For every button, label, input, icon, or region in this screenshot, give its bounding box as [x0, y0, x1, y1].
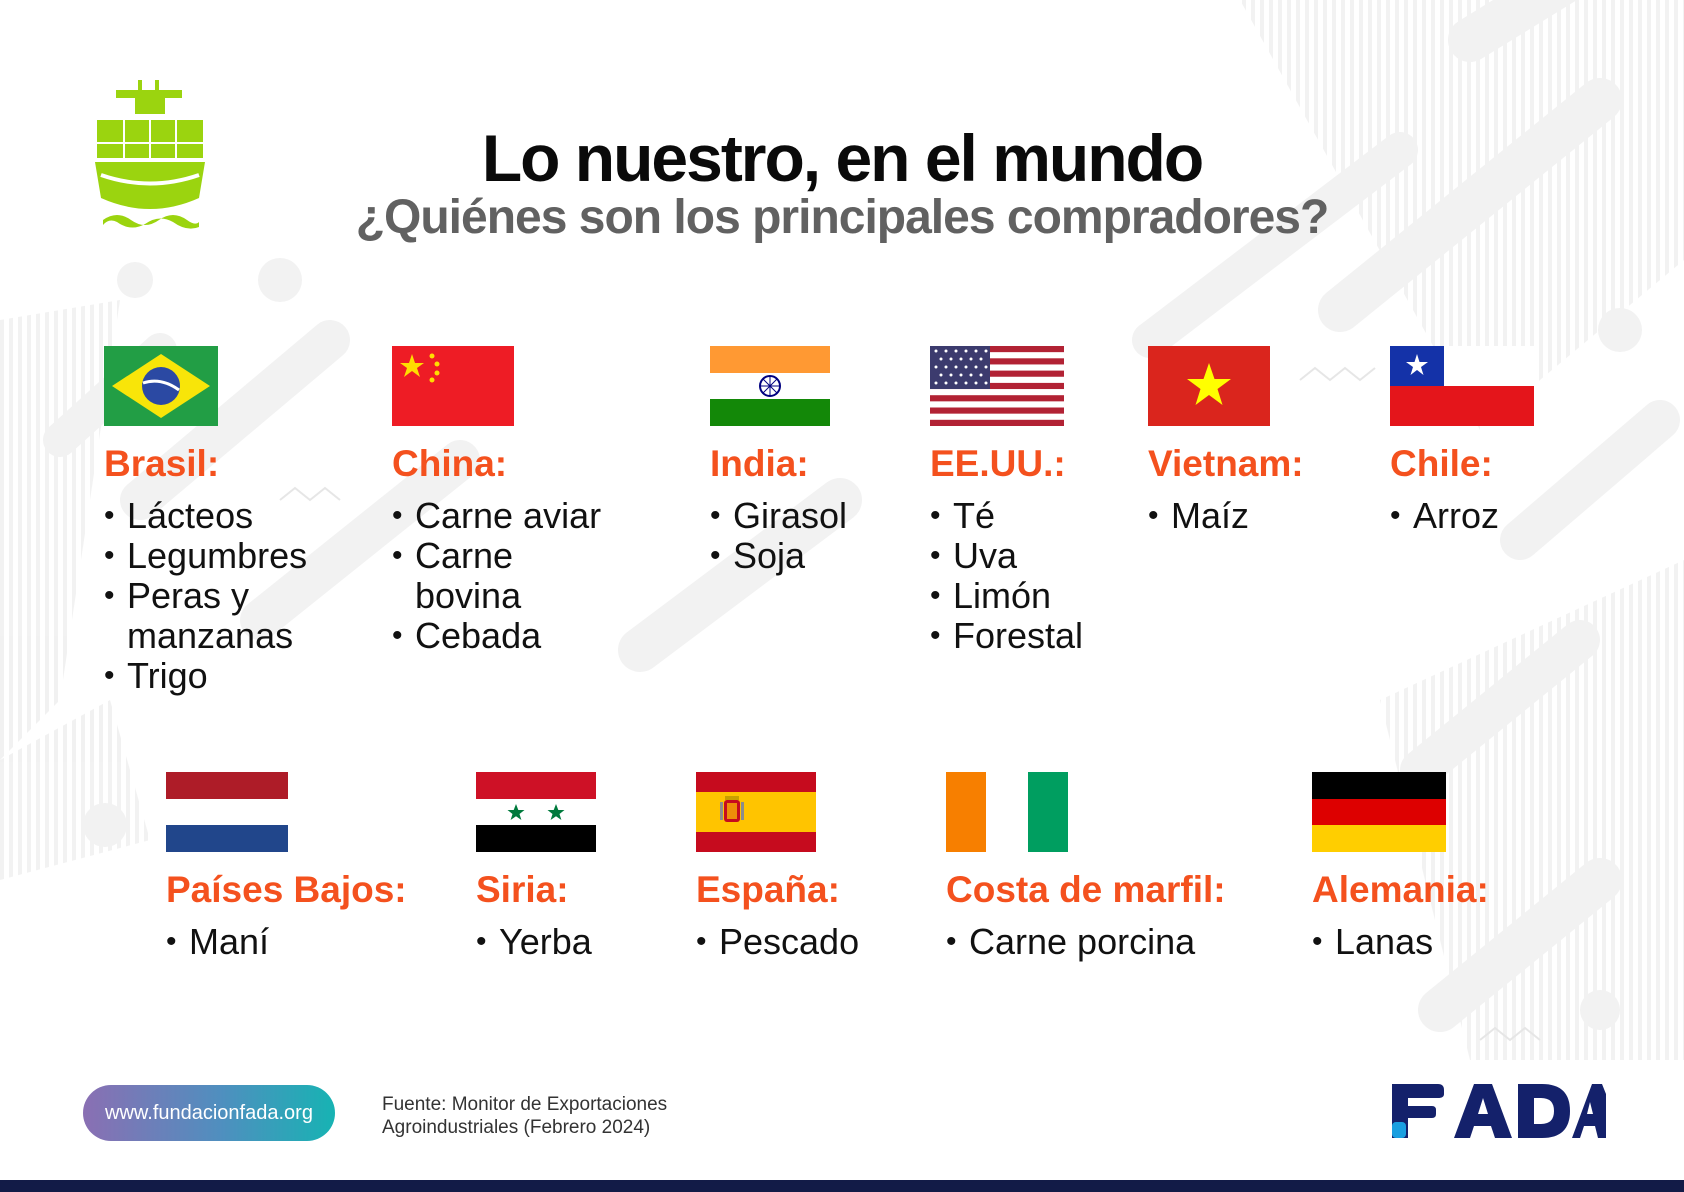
page-subtitle: ¿Quiénes son los principales compradores…: [355, 191, 1330, 244]
syria-flag-icon: [476, 772, 596, 852]
list-item: Girasol: [710, 496, 890, 537]
spain-flag-icon: [696, 772, 816, 852]
germany-flag-icon: [1312, 772, 1446, 852]
list-item: Té: [930, 496, 1130, 537]
india-flag-icon: [710, 346, 830, 426]
country-name: Países Bajos:: [166, 869, 407, 910]
product-list: Lácteos Legumbres Peras y manzanas Trigo: [104, 496, 364, 697]
country-name: EE.UU.:: [930, 443, 1066, 484]
list-item: Carne porcina: [946, 922, 1266, 963]
list-item: Legumbres: [104, 536, 364, 577]
country-name: China:: [392, 443, 508, 484]
product-list: Arroz: [1390, 496, 1570, 537]
bottom-bar: [0, 1180, 1684, 1192]
source-line-1: Fuente: Monitor de Exportaciones: [382, 1094, 668, 1115]
list-item: Carne bovina: [392, 536, 565, 616]
page-title: Lo nuestro, en el mundo: [481, 121, 1204, 195]
product-list: Maní: [166, 922, 426, 963]
list-item: Cebada: [392, 616, 652, 657]
country-name: Chile:: [1390, 443, 1493, 484]
usa-flag-icon: [930, 346, 1064, 426]
country-name: España:: [696, 869, 840, 910]
list-item: Soja: [710, 536, 890, 577]
country-name: Brasil:: [104, 443, 220, 484]
list-item: Carne aviar: [392, 496, 652, 537]
product-list: Carne aviar Carne bovina Cebada: [392, 496, 652, 657]
product-list: Girasol Soja: [710, 496, 890, 577]
list-item: Peras y manzanas: [104, 576, 317, 656]
list-item: Pescado: [696, 922, 916, 963]
list-item: Lanas: [1312, 922, 1512, 963]
product-list: Té Uva Limón Forestal: [930, 496, 1130, 657]
brazil-flag-icon: [104, 346, 218, 426]
country-name: Costa de marfil:: [946, 869, 1226, 910]
fada-logo: [1392, 1084, 1606, 1138]
product-list: Yerba: [476, 922, 676, 963]
country-name: Vietnam:: [1148, 443, 1304, 484]
list-item: Maní: [166, 922, 426, 963]
website-link[interactable]: www.fundacionfada.org: [83, 1085, 335, 1141]
country-name: Siria:: [476, 869, 569, 910]
china-flag-icon: [392, 346, 514, 426]
list-item: Forestal: [930, 616, 1130, 657]
list-item: Trigo: [104, 656, 364, 697]
source-line-2: Agroindustriales (Febrero 2024): [382, 1117, 651, 1138]
country-name: India:: [710, 443, 809, 484]
list-item: Yerba: [476, 922, 676, 963]
product-list: Maíz: [1148, 496, 1328, 537]
list-item: Limón: [930, 576, 1130, 617]
netherlands-flag-icon: [166, 772, 288, 852]
vietnam-flag-icon: [1148, 346, 1270, 426]
list-item: Lácteos: [104, 496, 364, 537]
ivory-coast-flag-icon: [946, 772, 1068, 852]
product-list: Carne porcina: [946, 922, 1266, 963]
country-name: Alemania:: [1312, 869, 1489, 910]
list-item: Arroz: [1390, 496, 1570, 537]
cargo-ship-icon: [95, 80, 205, 229]
chile-flag-icon: [1390, 346, 1534, 426]
product-list: Pescado: [696, 922, 916, 963]
list-item: Maíz: [1148, 496, 1328, 537]
product-list: Lanas: [1312, 922, 1512, 963]
source-note: Fuente: Monitor de Exportaciones Agroind…: [382, 1093, 667, 1139]
list-item: Uva: [930, 536, 1130, 577]
